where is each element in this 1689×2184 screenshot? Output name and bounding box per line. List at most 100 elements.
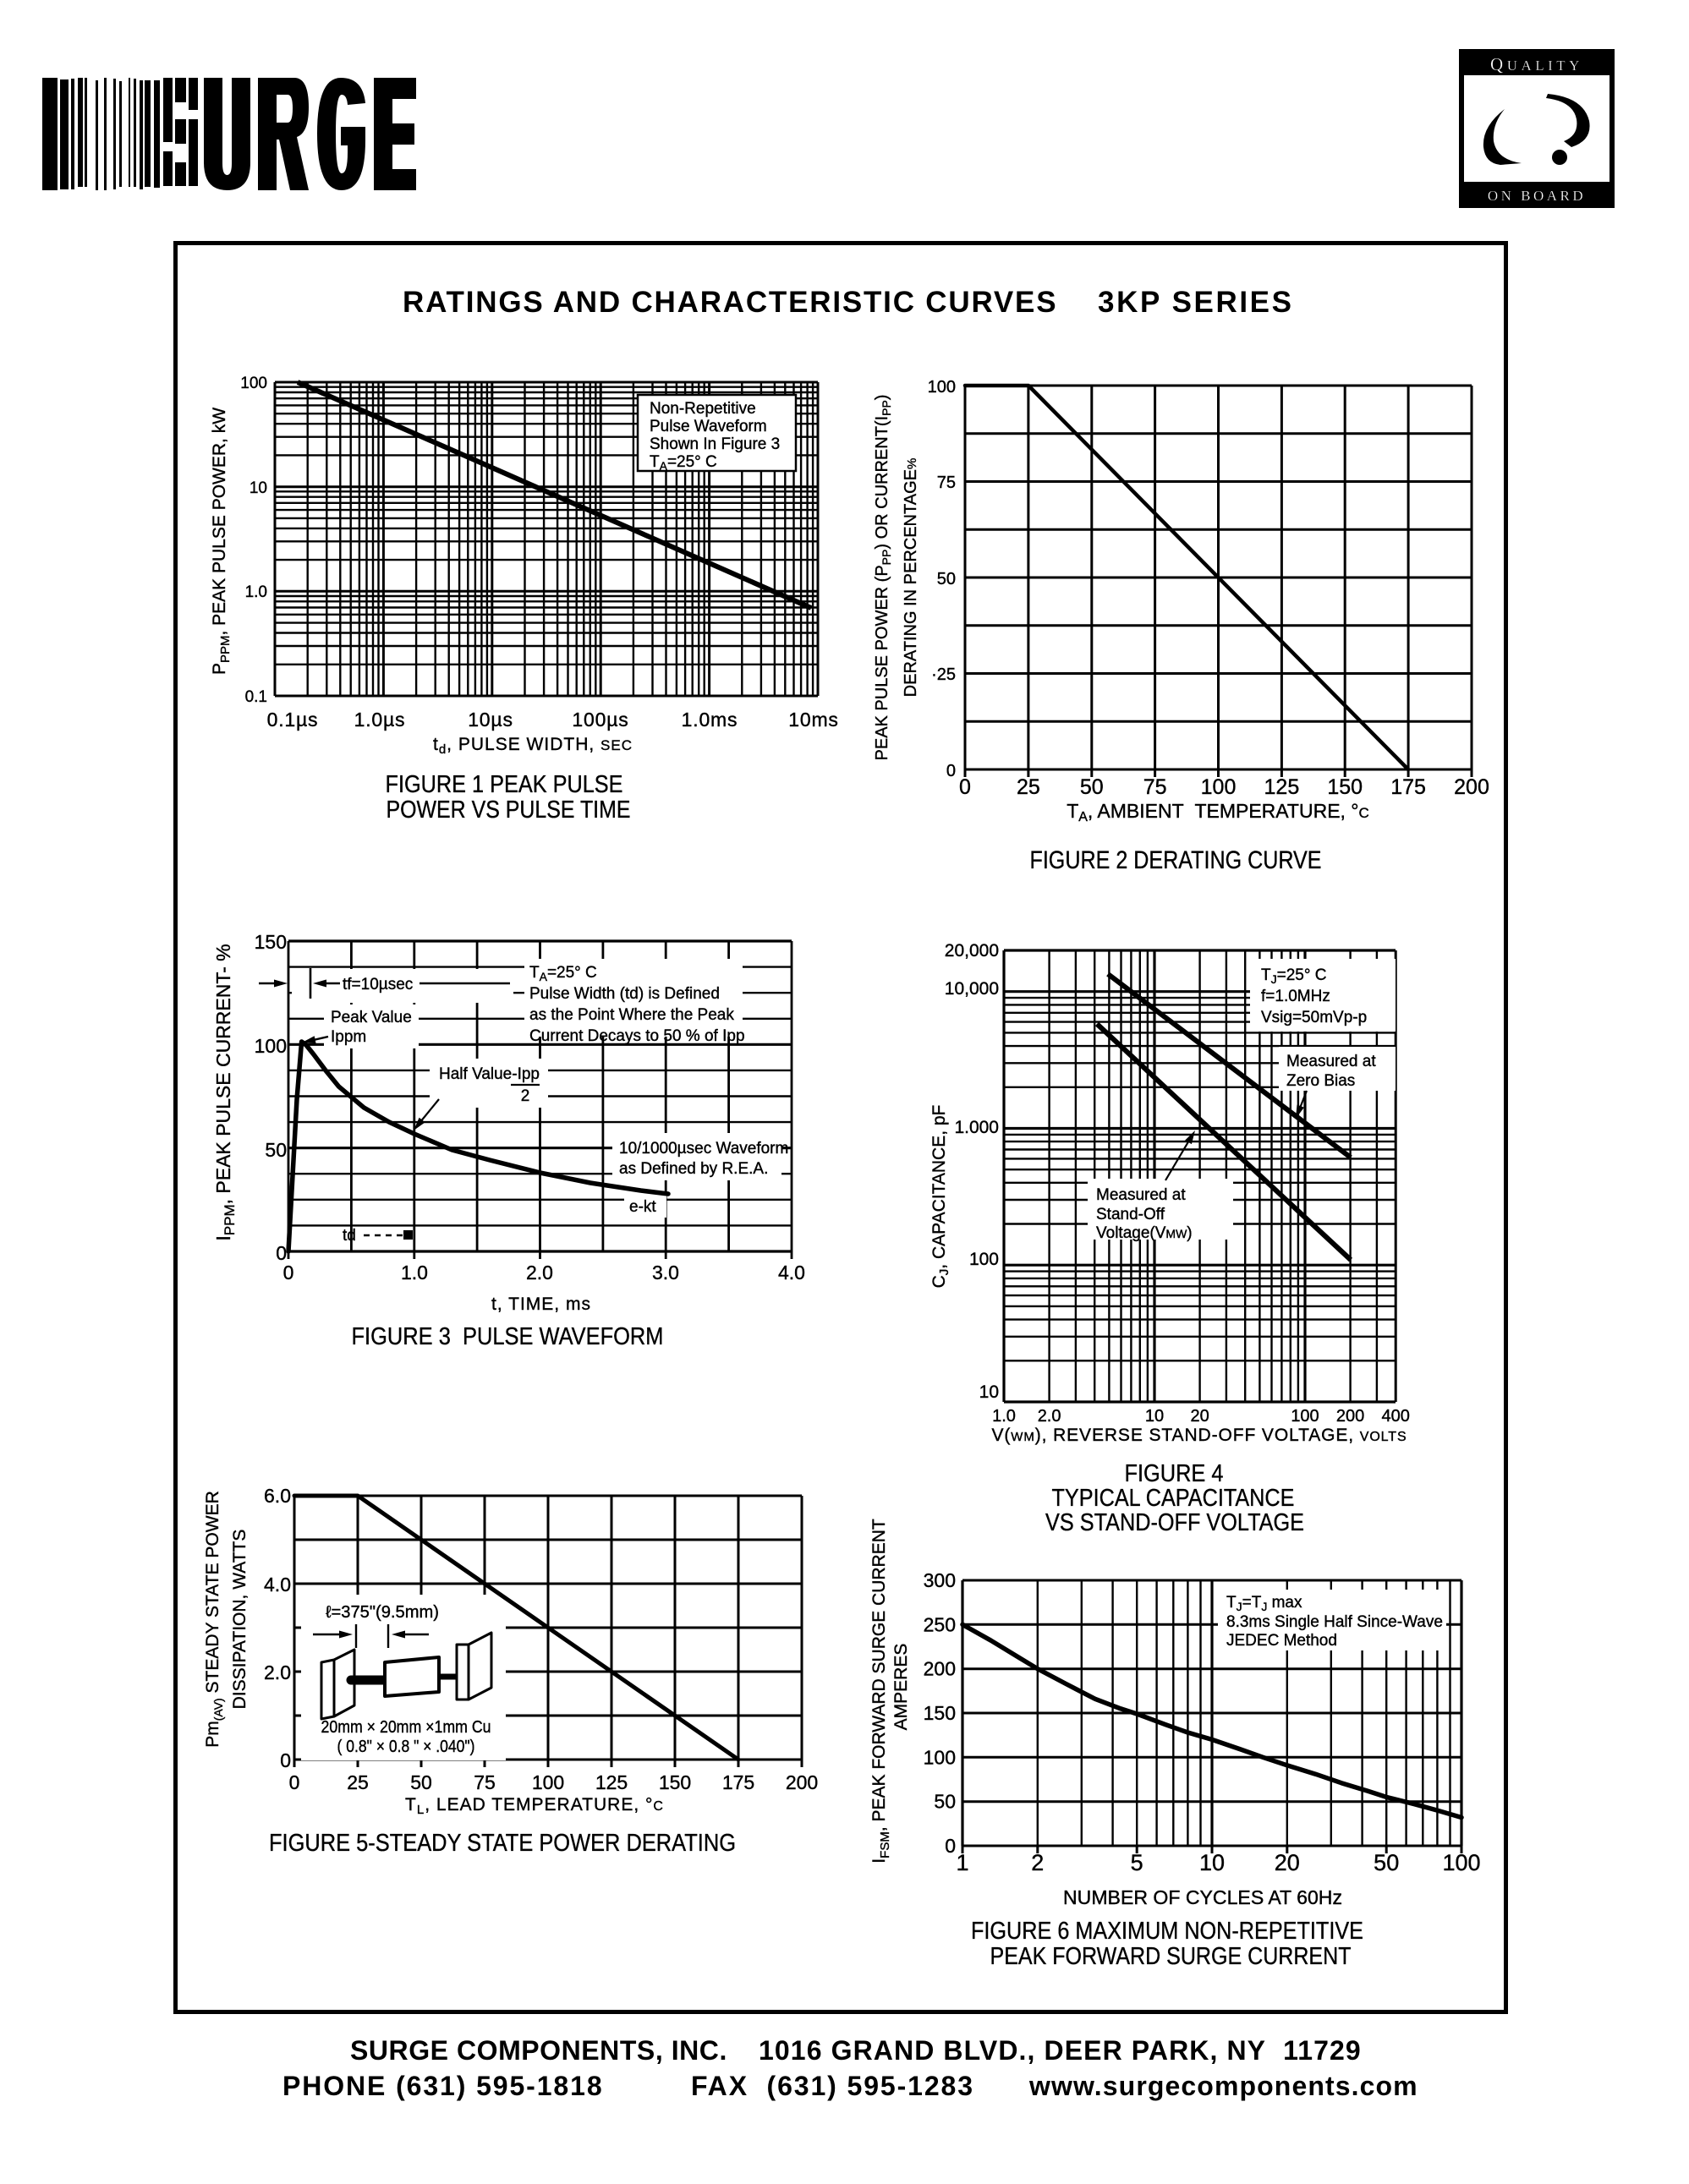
svg-text:25: 25 xyxy=(1017,775,1040,799)
svg-text:4.0: 4.0 xyxy=(778,1262,805,1284)
svg-text:3.0: 3.0 xyxy=(652,1262,679,1284)
svg-text:tf=10µsec: tf=10µsec xyxy=(343,976,413,993)
svg-text:6.0: 6.0 xyxy=(264,1485,291,1507)
svg-text:20,000: 20,000 xyxy=(945,941,999,961)
svg-text:Current Decays to 50 % of Ipp: Current Decays to 50 % of Ipp xyxy=(529,1027,745,1045)
svg-text:IPPM, PEAK PULSE CURRENT- %: IPPM, PEAK PULSE CURRENT- % xyxy=(212,944,238,1240)
svg-text:125: 125 xyxy=(595,1771,628,1793)
svg-text:0.1µs: 0.1µs xyxy=(267,709,319,731)
svg-text:e-kt: e-kt xyxy=(629,1198,656,1216)
svg-text:100: 100 xyxy=(1442,1850,1480,1875)
svg-text:50: 50 xyxy=(265,1139,287,1161)
svg-text:150: 150 xyxy=(924,1702,956,1724)
svg-text:100µs: 100µs xyxy=(572,709,628,731)
svg-text:20: 20 xyxy=(1190,1407,1209,1426)
svg-text:TYPICAL CAPACITANCE: TYPICAL CAPACITANCE xyxy=(1052,1485,1295,1512)
svg-text:10: 10 xyxy=(1145,1407,1164,1426)
svg-text:200: 200 xyxy=(786,1771,818,1793)
svg-text:2: 2 xyxy=(1031,1850,1044,1875)
svg-text:10,000: 10,000 xyxy=(945,979,999,999)
svg-text:t, TIME, ms: t, TIME, ms xyxy=(491,1295,591,1314)
svg-text:IFSM, PEAK FORWARD SURGE CURRE: IFSM, PEAK FORWARD SURGE CURRENT xyxy=(869,1519,892,1864)
svg-text:FIGURE 6 MAXIMUM NON-REPETITIV: FIGURE 6 MAXIMUM NON-REPETITIVE xyxy=(971,1918,1363,1945)
svg-text:50: 50 xyxy=(937,570,956,588)
svg-text:100: 100 xyxy=(924,1746,956,1768)
svg-text:Pm(AV) STEADY STATE POWER: Pm(AV) STEADY STATE POWER xyxy=(203,1491,225,1748)
svg-text:Half Value-Ipp: Half Value-Ipp xyxy=(439,1065,540,1083)
svg-text:TJ=25° C: TJ=25° C xyxy=(1261,966,1326,986)
svg-text:·25: ·25 xyxy=(931,665,956,684)
svg-text:0: 0 xyxy=(945,1835,956,1857)
svg-text:75: 75 xyxy=(937,473,956,492)
svg-text:td: td xyxy=(343,1227,356,1245)
svg-text:2.0: 2.0 xyxy=(1038,1407,1061,1426)
svg-text:Voltage(VMW): Voltage(VMW) xyxy=(1096,1224,1193,1242)
svg-text:1: 1 xyxy=(956,1850,968,1875)
svg-text:50: 50 xyxy=(410,1771,432,1793)
svg-text:400: 400 xyxy=(1382,1407,1410,1426)
svg-text:Zero Bias: Zero Bias xyxy=(1286,1072,1355,1090)
svg-text:Stand-Off: Stand-Off xyxy=(1096,1206,1165,1223)
svg-text:VS STAND-OFF VOLTAGE: VS STAND-OFF VOLTAGE xyxy=(1045,1509,1304,1536)
svg-text:FIGURE 5-STEADY STATE POWER DE: FIGURE 5-STEADY STATE POWER DERATING xyxy=(269,1830,736,1857)
svg-text:200: 200 xyxy=(1336,1407,1364,1426)
svg-text:100: 100 xyxy=(240,375,267,392)
svg-text:100: 100 xyxy=(928,378,956,397)
svg-text:AMPERES: AMPERES xyxy=(891,1644,911,1731)
svg-text:200: 200 xyxy=(1454,775,1489,799)
svg-text:5: 5 xyxy=(1131,1850,1143,1875)
svg-text:POWER VS PULSE TIME: POWER VS PULSE TIME xyxy=(387,796,631,824)
svg-text:100: 100 xyxy=(255,1035,287,1057)
svg-text:PEAK FORWARD SURGE CURRENT: PEAK FORWARD SURGE CURRENT xyxy=(990,1943,1352,1970)
svg-text:FIGURE 2 DERATING CURVE: FIGURE 2 DERATING CURVE xyxy=(1030,846,1322,874)
svg-text:0: 0 xyxy=(946,762,956,780)
svg-text:0: 0 xyxy=(280,1749,291,1771)
svg-text:1.000: 1.000 xyxy=(954,1118,999,1137)
svg-text:V(WM), REVERSE STAND-OFF VOL: V(WM), REVERSE STAND-OFF VOLTAGE, VOLTS xyxy=(991,1426,1407,1445)
svg-text:10: 10 xyxy=(979,1382,999,1402)
svg-text:2.0: 2.0 xyxy=(526,1262,553,1284)
svg-text:PPPM, PEAK PULSE POWER, kW: PPPM, PEAK PULSE POWER, kW xyxy=(210,408,233,675)
svg-text:25: 25 xyxy=(347,1771,369,1793)
svg-text:FIGURE 3 PULSE WAVEFORM: FIGURE 3 PULSE WAVEFORM xyxy=(352,1323,664,1350)
svg-text:125: 125 xyxy=(1264,775,1300,799)
svg-text:0: 0 xyxy=(283,1262,294,1284)
svg-text:as Defined by R.E.A.: as Defined by R.E.A. xyxy=(619,1160,768,1178)
svg-text:FIGURE 1 PEAK PULSE: FIGURE 1 PEAK PULSE xyxy=(386,771,623,798)
svg-text:10: 10 xyxy=(1199,1850,1225,1875)
svg-text:FIGURE 4: FIGURE 4 xyxy=(1125,1460,1224,1487)
svg-text:as the Point Where the Peak: as the Point Where the Peak xyxy=(529,1006,734,1024)
svg-text:100: 100 xyxy=(1291,1407,1319,1426)
svg-text:DERATING IN PERCENTAGE%: DERATING IN PERCENTAGE% xyxy=(902,458,920,698)
svg-text:CJ, CAPACITANCE, pF: CJ, CAPACITANCE, pF xyxy=(929,1105,951,1289)
svg-text:0: 0 xyxy=(959,775,971,799)
svg-text:0.1: 0.1 xyxy=(245,688,267,706)
svg-text:150: 150 xyxy=(255,931,287,953)
svg-text:Pulse Waveform: Pulse Waveform xyxy=(650,418,767,435)
svg-text:TL, LEAD TEMPERATURE, °C: TL, LEAD TEMPERATURE, °C xyxy=(405,1795,664,1817)
svg-text:200: 200 xyxy=(924,1658,956,1680)
svg-text:20: 20 xyxy=(1275,1850,1300,1875)
svg-text:JEDEC Method: JEDEC Method xyxy=(1226,1632,1337,1650)
svg-text:0: 0 xyxy=(276,1242,287,1264)
svg-text:50: 50 xyxy=(1080,775,1104,799)
svg-text:10µs: 10µs xyxy=(468,709,513,731)
svg-text:2: 2 xyxy=(521,1087,530,1105)
svg-text:100: 100 xyxy=(969,1250,999,1269)
svg-text:Vsig=50mVp-p: Vsig=50mVp-p xyxy=(1261,1009,1367,1026)
svg-text:1.0ms: 1.0ms xyxy=(682,709,738,731)
svg-text:ℓ=375"(9.5mm): ℓ=375"(9.5mm) xyxy=(326,1603,439,1622)
svg-text:50: 50 xyxy=(1374,1850,1399,1875)
svg-text:150: 150 xyxy=(659,1771,691,1793)
svg-text:f=1.0MHz: f=1.0MHz xyxy=(1261,988,1330,1005)
svg-text:10: 10 xyxy=(250,479,267,497)
svg-text:PEAK PULSE POWER (PPP) OR CURR: PEAK PULSE POWER (PPP) OR CURRENT(IPP) xyxy=(873,395,893,761)
svg-text:Non-Repetitive: Non-Repetitive xyxy=(650,400,756,418)
svg-text:Measured at: Measured at xyxy=(1286,1053,1376,1070)
svg-text:75: 75 xyxy=(474,1771,496,1793)
svg-text:175: 175 xyxy=(1390,775,1426,799)
svg-text:ON BOARD: ON BOARD xyxy=(1488,188,1586,204)
svg-text:Measured at: Measured at xyxy=(1096,1186,1186,1204)
svg-text:175: 175 xyxy=(722,1771,754,1793)
svg-text:td, PULSE WIDTH, SEC: td, PULSE WIDTH, SEC xyxy=(433,735,633,757)
